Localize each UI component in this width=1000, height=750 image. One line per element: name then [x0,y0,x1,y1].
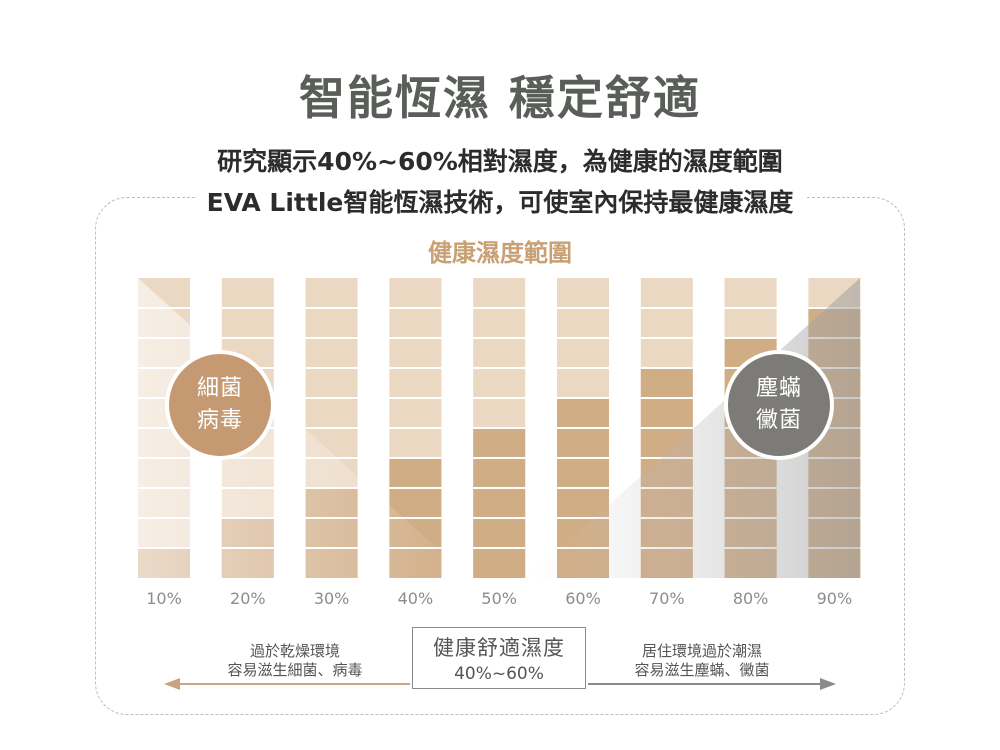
bar-50% [473,278,526,578]
page-title: 智能恆濕 穩定舒適 [298,71,701,125]
humid-note: 居住環境過於潮濕 容易滋生塵蟎、黴菌 [612,642,792,680]
subtitle-line2: EVA Little智能恆濕技術，可使室內保持最健康濕度 [0,183,1000,219]
dry-note-line2: 容易滋生細菌、病毒 [227,661,363,679]
left-arrow-head [164,678,180,690]
x-tick-label: 30% [314,589,350,608]
subtitle-line2-text: EVA Little智能恆濕技術，可使室內保持最健康濕度 [194,188,806,217]
subtitle-line1: 研究顯示40%~60%相對濕度，為健康的濕度範圍 [217,147,783,176]
x-tick-label: 60% [565,589,601,608]
humid-note-line2: 容易滋生塵蟎、黴菌 [634,661,770,679]
chart-title: 健康濕度範圍 [428,239,572,267]
x-tick-label: 50% [481,589,517,608]
x-tick-label: 70% [649,589,685,608]
healthy-range-label: 健康舒適濕度 [433,636,565,660]
x-tick-label: 40% [398,589,434,608]
dry-note: 過於乾燥環境 容易滋生細菌、病毒 [205,642,385,680]
dustmite-mold-bubble: 塵蟎 黴菌 [724,350,834,460]
dry-note-line1: 過於乾燥環境 [249,642,340,660]
healthy-range-value: 40%~60% [454,664,544,684]
bubble-right-line1: 塵蟎 [755,376,802,401]
right-arrow-head [820,678,836,690]
humid-note-line1: 居住環境過於潮濕 [641,642,762,660]
bubble-right-line2: 黴菌 [755,408,802,433]
bar-fill [473,428,526,578]
bubble-left-line1: 細菌 [196,376,243,401]
x-tick-label: 80% [733,589,769,608]
x-tick-label: 20% [230,589,266,608]
x-tick-label: 90% [817,589,853,608]
bubble-left-line2: 病毒 [196,408,243,433]
x-tick-label: 10% [146,589,182,608]
healthy-range-box: 健康舒適濕度 40%~60% [412,627,586,689]
bacteria-virus-bubble: 細菌 病毒 [165,350,275,460]
